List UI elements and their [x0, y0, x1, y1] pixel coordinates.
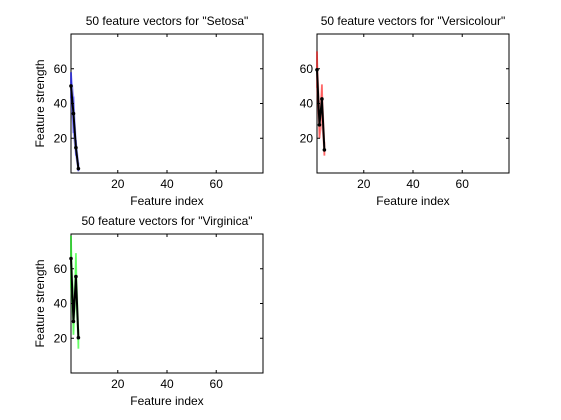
data-point [69, 256, 73, 261]
subplot-versicolour: 20 40 60 20 40 60 50 feature vectors for "Vers… [300, 14, 510, 208]
x-tick-label: 40 [406, 177, 420, 191]
x-tick-label: 60 [210, 377, 224, 391]
y-axis-label: Feature strength [33, 59, 47, 147]
data-point [74, 145, 78, 150]
plot-area [316, 33, 510, 174]
y-axis-label: Feature strength [33, 259, 47, 347]
x-tick-label: 20 [111, 377, 125, 391]
y-tick-label: 20 [54, 131, 68, 145]
plot-area [70, 33, 264, 174]
subplot-virginica: 20 40 60 20 40 60 50 feature vectors for "Virg… [33, 214, 264, 408]
x-tick-label: 60 [210, 177, 224, 191]
series-line [70, 85, 80, 169]
chart-title: 50 feature vectors for "Setosa" [86, 14, 249, 28]
data-point [69, 84, 73, 88]
x-axis-label: Feature index [376, 194, 449, 208]
x-axis-label: Feature index [130, 394, 203, 408]
x-tick-label: 60 [456, 177, 470, 191]
data-point [71, 111, 76, 116]
subplot-setosa: 20 40 60 20 40 60 50 feature vectors for "Seto… [33, 14, 264, 208]
y-tick-label: 40 [300, 97, 314, 111]
data-point [76, 166, 81, 171]
y-tick-label: 40 [54, 297, 68, 311]
data-point [320, 97, 324, 101]
series-line [316, 69, 326, 150]
y-tick-label: 20 [300, 131, 314, 145]
y-tick-label: 60 [54, 62, 68, 76]
data-point [76, 335, 81, 340]
y-tick-label: 60 [54, 262, 68, 276]
data-point [74, 274, 78, 279]
plot-area [70, 233, 264, 374]
x-tick-label: 40 [160, 177, 174, 191]
y-tick-label: 60 [300, 62, 314, 76]
data-point [317, 123, 322, 127]
y-tick-label: 40 [54, 97, 68, 111]
chart-title: 50 feature vectors for "Versicolour" [321, 14, 506, 28]
y-tick-label: 20 [54, 331, 68, 345]
data-point [322, 148, 327, 152]
x-tick-label: 40 [160, 377, 174, 391]
series-line [70, 258, 80, 338]
x-tick-label: 20 [357, 177, 371, 191]
data-point [71, 319, 76, 324]
x-tick-label: 20 [111, 177, 125, 191]
chart-title: 50 feature vectors for "Virginica" [81, 214, 252, 228]
x-axis-label: Feature index [130, 194, 203, 208]
